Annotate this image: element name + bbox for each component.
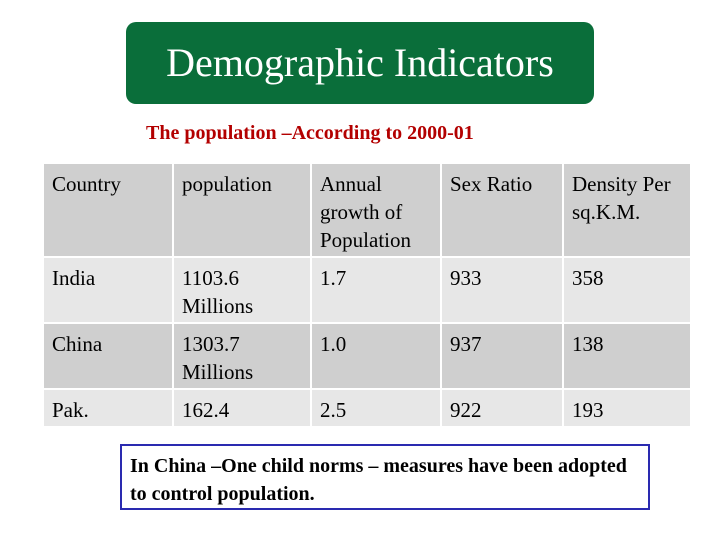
header-density: Density Per sq.K.M. [562, 162, 692, 258]
table-row: India 1103.6 Millions 1.7 933 358 [42, 256, 692, 324]
cell-annual-growth: 1.0 [310, 322, 442, 390]
table-row: Pak. 162.4 2.5 922 193 [42, 388, 692, 428]
cell-sex-ratio: 933 [440, 256, 564, 324]
header-population: population [172, 162, 312, 258]
header-country: Country [42, 162, 174, 258]
cell-population: 162.4 [172, 388, 312, 428]
cell-sex-ratio: 937 [440, 322, 564, 390]
page-title: Demographic Indicators [166, 40, 554, 85]
subtitle: The population –According to 2000-01 [146, 122, 474, 144]
cell-country: India [42, 256, 174, 324]
cell-density: 358 [562, 256, 692, 324]
cell-density: 193 [562, 388, 692, 428]
cell-sex-ratio: 922 [440, 388, 564, 428]
cell-population: 1303.7 Millions [172, 322, 312, 390]
cell-population: 1103.6 Millions [172, 256, 312, 324]
table-header-row: Country population Annual growth of Popu… [42, 162, 692, 258]
cell-density: 138 [562, 322, 692, 390]
header-sex-ratio: Sex Ratio [440, 162, 564, 258]
header-annual-growth: Annual growth of Population [310, 162, 442, 258]
cell-country: Pak. [42, 388, 174, 428]
note-box: In China –One child norms – measures hav… [120, 444, 650, 510]
table-row: China 1303.7 Millions 1.0 937 138 [42, 322, 692, 390]
demographic-table: Country population Annual growth of Popu… [42, 162, 692, 428]
title-banner: Demographic Indicators [126, 22, 594, 104]
cell-country: China [42, 322, 174, 390]
cell-annual-growth: 1.7 [310, 256, 442, 324]
cell-annual-growth: 2.5 [310, 388, 442, 428]
